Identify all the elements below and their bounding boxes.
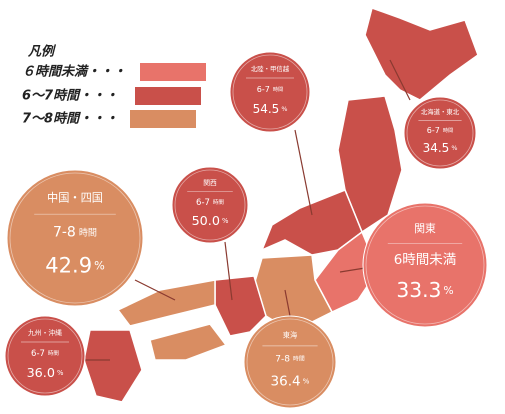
legend-swatch [130,110,196,128]
region-name: 関西 [203,179,217,187]
value-unit: % [222,217,229,225]
value-number: 54.5 [253,101,280,115]
region-circle [362,202,488,328]
legend-swatch [140,63,206,81]
value-unit: % [303,376,310,385]
hours-range: 6時間未満 [394,252,457,268]
region-name: 関東 [414,222,436,235]
leader-line [284,289,291,317]
value-unit: % [443,284,453,297]
region-circle [4,315,86,397]
region-ring [365,205,485,325]
region-value: 36.4% [271,373,310,389]
value-number: 33.3 [396,278,441,302]
region-circle [171,166,249,244]
hours-range: 6-7 [31,348,45,358]
region-ring [246,318,334,406]
value-number: 34.5 [423,141,450,155]
hours-unit: 時間 [79,227,97,238]
region-value: 50.0% [192,213,229,228]
value-number: 36.4 [271,373,301,389]
legend-label: ６時間未満・・・ [22,64,126,80]
region-name: 中国・四国 [47,192,103,205]
region-hours: 6-7 時間 [196,197,224,207]
region-ring [7,318,83,394]
region-value: 42.9% [45,254,105,278]
hours-unit: 時間 [213,197,225,205]
legend-label: 6〜7時間・・・ [22,88,118,104]
hours-unit: 時間 [443,127,453,134]
leader-line [294,129,313,216]
region-hours: 6-7 時間 [257,84,283,93]
hours-unit: 時間 [293,354,305,362]
region-hours: 7-8 時間 [53,225,97,241]
hours-range: 7-8 [53,225,76,241]
hours-range: 6-7 [257,84,270,93]
leader-line [339,267,366,273]
value-unit: % [94,260,105,273]
legend: 凡例 ６時間未満・・・ 6〜7時間・・・ 7〜8時間・・・ [22,44,206,128]
region-ring [174,169,246,241]
region-ring [406,99,474,167]
value-unit: % [451,144,457,152]
leader-line [224,241,233,301]
region-value: 34.5% [423,141,458,155]
leader-line [389,59,411,101]
value-number: 36.0 [27,365,55,380]
chugoku [116,279,216,327]
region-circle [403,96,477,170]
legend-label: 7〜8時間・・・ [22,111,118,127]
region-name: 北海道・東北 [421,107,460,116]
region-ring [9,172,141,304]
japan-map [83,7,479,403]
kyushu [83,329,143,403]
region-hours: 6時間未満 [394,252,457,268]
region-circle [243,315,337,409]
value-number: 50.0 [192,213,220,228]
region-value: 54.5% [253,101,288,115]
hokkaido [364,7,479,101]
leader-line [134,279,176,301]
value-unit: % [57,369,64,377]
region-circle [6,169,144,307]
value-unit: % [281,105,287,113]
legend-swatch [135,87,201,105]
region-name: 北陸・甲信越 [251,64,290,73]
region-ring [232,54,308,130]
shikoku [149,323,228,361]
hours-range: 6-7 [427,126,440,135]
value-number: 42.9 [45,254,92,278]
hours-range: 7-8 [275,354,290,364]
region-hours: 6-7 時間 [427,126,453,135]
hours-unit: 時間 [48,348,60,356]
hours-range: 6-7 [196,197,210,207]
region-value: 33.3% [396,278,453,302]
region-value: 36.0% [27,365,64,380]
hours-unit: 時間 [273,85,283,92]
leader-lines [85,59,411,361]
region-name: 東海 [283,330,297,339]
region-hours: 7-8 時間 [275,354,305,364]
legend-title: 凡例 [27,44,57,60]
region-circle [229,51,311,133]
region-hours: 6-7 時間 [31,348,59,358]
region-name: 九州・沖縄 [28,328,62,337]
